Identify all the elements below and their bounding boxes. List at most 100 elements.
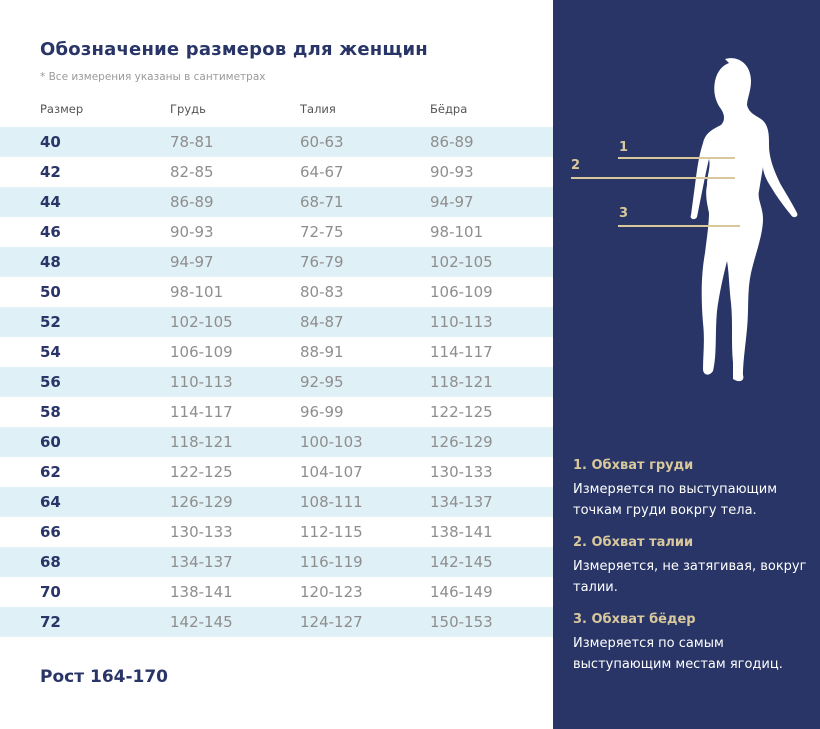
chest-cell: 114-117 bbox=[170, 403, 233, 421]
hips-cell: 106-109 bbox=[430, 283, 493, 301]
size-cell: 68 bbox=[40, 553, 61, 571]
marker-label-3: 3 bbox=[619, 206, 629, 221]
table-row: 70 138-141 120-123 146-149 bbox=[0, 577, 553, 607]
size-cell: 42 bbox=[40, 163, 61, 181]
table-row: 64 126-129 108-111 134-137 bbox=[0, 487, 553, 517]
header-hips: Бёдра bbox=[430, 102, 468, 116]
table-row: 66 130-133 112-115 138-141 bbox=[0, 517, 553, 547]
chest-cell: 102-105 bbox=[170, 313, 233, 331]
chest-cell: 134-137 bbox=[170, 553, 233, 571]
waist-cell: 116-119 bbox=[300, 553, 363, 571]
hips-cell: 150-153 bbox=[430, 613, 493, 631]
marker-label-2: 2 bbox=[571, 158, 581, 173]
instruction-text: Измеряется по выступающим точкам груди в… bbox=[573, 482, 778, 518]
table-row: 58 114-117 96-99 122-125 bbox=[0, 397, 553, 427]
table-row: 72 142-145 124-127 150-153 bbox=[0, 607, 553, 637]
waist-cell: 112-115 bbox=[300, 523, 363, 541]
chest-cell: 94-97 bbox=[170, 253, 214, 271]
table-row: 42 82-85 64-67 90-93 bbox=[0, 157, 553, 187]
size-cell: 66 bbox=[40, 523, 61, 541]
instruction-title: 3. Обхват бёдер bbox=[573, 612, 696, 627]
page-title: Обозначение размеров для женщин bbox=[40, 39, 428, 60]
hips-cell: 138-141 bbox=[430, 523, 493, 541]
chest-cell: 130-133 bbox=[170, 523, 233, 541]
hips-cell: 142-145 bbox=[430, 553, 493, 571]
waist-cell: 64-67 bbox=[300, 163, 344, 181]
instruction-chest: 1. Обхват груди Измеряется по выступающим… bbox=[573, 458, 813, 521]
waist-cell: 72-75 bbox=[300, 223, 344, 241]
size-cell: 48 bbox=[40, 253, 61, 271]
table-row: 44 86-89 68-71 94-97 bbox=[0, 187, 553, 217]
chest-cell: 126-129 bbox=[170, 493, 233, 511]
table-row: 68 134-137 116-119 142-145 bbox=[0, 547, 553, 577]
table-row: 56 110-113 92-95 118-121 bbox=[0, 367, 553, 397]
size-cell: 62 bbox=[40, 463, 61, 481]
instruction-waist: 2. Обхват талии Измеряется, не затягивая,… bbox=[573, 535, 813, 598]
table-row: 46 90-93 72-75 98-101 bbox=[0, 217, 553, 247]
hips-cell: 118-121 bbox=[430, 373, 493, 391]
waist-cell: 104-107 bbox=[300, 463, 363, 481]
header-size: Размер bbox=[40, 102, 84, 116]
instruction-hips: 3. Обхват бёдер Измеряется по самым высту… bbox=[573, 612, 813, 675]
size-cell: 52 bbox=[40, 313, 61, 331]
table-row: 52 102-105 84-87 110-113 bbox=[0, 307, 553, 337]
hips-cell: 134-137 bbox=[430, 493, 493, 511]
waist-cell: 68-71 bbox=[300, 193, 344, 211]
waist-cell: 124-127 bbox=[300, 613, 363, 631]
table-row: 40 78-81 60-63 86-89 bbox=[0, 127, 553, 157]
chest-cell: 142-145 bbox=[170, 613, 233, 631]
table-row: 60 118-121 100-103 126-129 bbox=[0, 427, 553, 457]
size-cell: 58 bbox=[40, 403, 61, 421]
chest-cell: 86-89 bbox=[170, 193, 214, 211]
instruction-title: 1. Обхват груди bbox=[573, 458, 694, 473]
size-cell: 70 bbox=[40, 583, 61, 601]
waist-cell: 88-91 bbox=[300, 343, 344, 361]
hips-cell: 146-149 bbox=[430, 583, 493, 601]
table-row: 48 94-97 76-79 102-105 bbox=[0, 247, 553, 277]
waist-cell: 60-63 bbox=[300, 133, 344, 151]
waist-cell: 108-111 bbox=[300, 493, 363, 511]
chest-cell: 98-101 bbox=[170, 283, 224, 301]
chest-cell: 118-121 bbox=[170, 433, 233, 451]
chest-cell: 78-81 bbox=[170, 133, 214, 151]
chest-cell: 110-113 bbox=[170, 373, 233, 391]
chest-cell: 122-125 bbox=[170, 463, 233, 481]
hips-cell: 110-113 bbox=[430, 313, 493, 331]
chest-line bbox=[618, 157, 735, 159]
hips-cell: 102-105 bbox=[430, 253, 493, 271]
waist-cell: 80-83 bbox=[300, 283, 344, 301]
instruction-title: 2. Обхват талии bbox=[573, 535, 694, 550]
size-cell: 64 bbox=[40, 493, 61, 511]
hips-cell: 90-93 bbox=[430, 163, 474, 181]
waist-cell: 76-79 bbox=[300, 253, 344, 271]
table-row: 54 106-109 88-91 114-117 bbox=[0, 337, 553, 367]
waist-cell: 96-99 bbox=[300, 403, 344, 421]
height-label: Рост 164-170 bbox=[40, 667, 169, 687]
waist-line bbox=[571, 177, 735, 179]
size-cell: 56 bbox=[40, 373, 61, 391]
hips-cell: 98-101 bbox=[430, 223, 484, 241]
hips-cell: 130-133 bbox=[430, 463, 493, 481]
header-chest: Грудь bbox=[170, 102, 206, 116]
woman-silhouette-icon bbox=[690, 58, 798, 382]
hips-cell: 122-125 bbox=[430, 403, 493, 421]
size-cell: 60 bbox=[40, 433, 61, 451]
chest-cell: 106-109 bbox=[170, 343, 233, 361]
waist-cell: 120-123 bbox=[300, 583, 363, 601]
size-cell: 50 bbox=[40, 283, 61, 301]
waist-cell: 92-95 bbox=[300, 373, 344, 391]
units-note: * Все измерения указаны в сантиметрах bbox=[40, 71, 266, 83]
instruction-text: Измеряется по самым выступающим местам я… bbox=[573, 636, 783, 672]
hips-cell: 86-89 bbox=[430, 133, 474, 151]
instruction-text: Измеряется, не затягивая, вокруг талии. bbox=[573, 559, 807, 595]
waist-cell: 100-103 bbox=[300, 433, 363, 451]
marker-label-1: 1 bbox=[619, 140, 629, 155]
header-waist: Талия bbox=[300, 102, 336, 116]
hips-cell: 94-97 bbox=[430, 193, 474, 211]
hips-cell: 114-117 bbox=[430, 343, 493, 361]
chest-cell: 82-85 bbox=[170, 163, 214, 181]
size-cell: 44 bbox=[40, 193, 61, 211]
hips-line bbox=[618, 225, 740, 227]
size-cell: 40 bbox=[40, 133, 61, 151]
size-cell: 46 bbox=[40, 223, 61, 241]
